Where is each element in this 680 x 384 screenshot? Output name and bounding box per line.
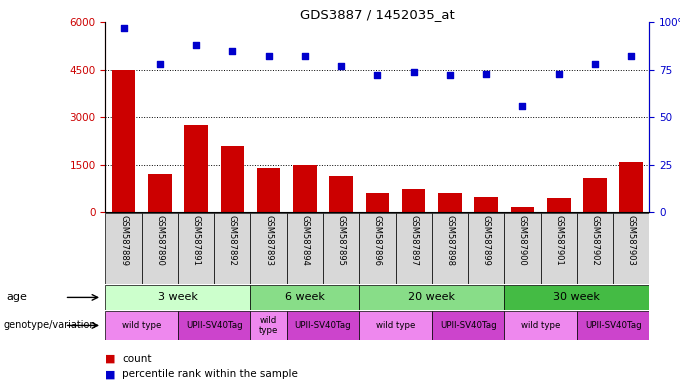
Point — [372, 73, 383, 79]
Bar — [359, 311, 432, 340]
Text: GSM587901: GSM587901 — [554, 215, 563, 266]
Point — [118, 25, 129, 31]
Point — [263, 53, 274, 60]
Text: GSM587895: GSM587895 — [337, 215, 345, 266]
Bar — [359, 285, 505, 310]
Bar — [468, 213, 505, 284]
Text: UPII-SV40Tag: UPII-SV40Tag — [294, 321, 352, 330]
Text: GSM587899: GSM587899 — [481, 215, 491, 266]
Bar — [613, 213, 649, 284]
Bar — [293, 165, 317, 212]
Text: GSM587903: GSM587903 — [627, 215, 636, 266]
Bar — [583, 177, 607, 212]
Text: age: age — [7, 292, 28, 303]
Point — [481, 71, 492, 77]
Bar — [438, 194, 462, 212]
Text: GSM587896: GSM587896 — [373, 215, 382, 266]
Text: count: count — [122, 354, 152, 364]
Text: wild
type: wild type — [259, 316, 278, 335]
Bar — [619, 162, 643, 212]
Bar — [184, 125, 208, 212]
Bar — [396, 213, 432, 284]
Text: UPII-SV40Tag: UPII-SV40Tag — [186, 321, 243, 330]
Text: ■: ■ — [105, 369, 116, 379]
Bar — [577, 311, 649, 340]
Bar — [112, 70, 135, 212]
Bar — [323, 213, 359, 284]
Text: GSM587892: GSM587892 — [228, 215, 237, 266]
Bar — [511, 207, 534, 212]
Bar — [105, 311, 178, 340]
Text: 30 week: 30 week — [554, 292, 600, 303]
Text: wild type: wild type — [376, 321, 415, 330]
Bar — [402, 189, 426, 212]
Text: UPII-SV40Tag: UPII-SV40Tag — [585, 321, 641, 330]
Point — [227, 48, 238, 54]
Text: 20 week: 20 week — [408, 292, 456, 303]
Point — [154, 61, 165, 67]
Point — [336, 63, 347, 69]
Bar — [505, 311, 577, 340]
Text: wild type: wild type — [521, 321, 560, 330]
Bar — [250, 311, 287, 340]
Bar — [257, 168, 280, 212]
Bar — [329, 176, 353, 212]
Bar — [577, 213, 613, 284]
Point — [408, 69, 419, 75]
Bar — [148, 174, 171, 212]
Bar — [250, 285, 359, 310]
Text: GSM587889: GSM587889 — [119, 215, 128, 266]
Point — [299, 53, 310, 60]
Text: GSM587902: GSM587902 — [590, 215, 600, 266]
Bar — [250, 213, 287, 284]
Bar — [105, 213, 141, 284]
Bar — [178, 213, 214, 284]
Text: GSM587898: GSM587898 — [445, 215, 454, 266]
Bar — [505, 285, 649, 310]
Bar — [141, 213, 178, 284]
Bar — [366, 194, 389, 212]
Point — [554, 71, 564, 77]
Bar — [287, 311, 359, 340]
Bar — [359, 213, 396, 284]
Point — [190, 42, 201, 48]
Point — [445, 73, 456, 79]
Bar — [220, 146, 244, 212]
Point — [626, 53, 636, 60]
Bar — [541, 213, 577, 284]
Bar — [432, 213, 468, 284]
Bar — [475, 197, 498, 212]
Text: 3 week: 3 week — [158, 292, 198, 303]
Text: percentile rank within the sample: percentile rank within the sample — [122, 369, 299, 379]
Bar — [214, 213, 250, 284]
Text: genotype/variation: genotype/variation — [3, 320, 96, 331]
Bar — [505, 213, 541, 284]
Text: ■: ■ — [105, 354, 116, 364]
Text: GSM587890: GSM587890 — [155, 215, 165, 266]
Bar — [178, 311, 250, 340]
Bar — [432, 311, 505, 340]
Bar — [287, 213, 323, 284]
Text: GSM587897: GSM587897 — [409, 215, 418, 266]
Point — [590, 61, 600, 67]
Text: wild type: wild type — [122, 321, 161, 330]
Text: UPII-SV40Tag: UPII-SV40Tag — [440, 321, 496, 330]
Bar — [547, 198, 571, 212]
Bar — [105, 285, 250, 310]
Text: GSM587893: GSM587893 — [264, 215, 273, 266]
Title: GDS3887 / 1452035_at: GDS3887 / 1452035_at — [300, 8, 455, 21]
Point — [517, 103, 528, 109]
Text: GSM587900: GSM587900 — [518, 215, 527, 266]
Text: 6 week: 6 week — [285, 292, 325, 303]
Text: GSM587891: GSM587891 — [192, 215, 201, 266]
Text: GSM587894: GSM587894 — [301, 215, 309, 266]
